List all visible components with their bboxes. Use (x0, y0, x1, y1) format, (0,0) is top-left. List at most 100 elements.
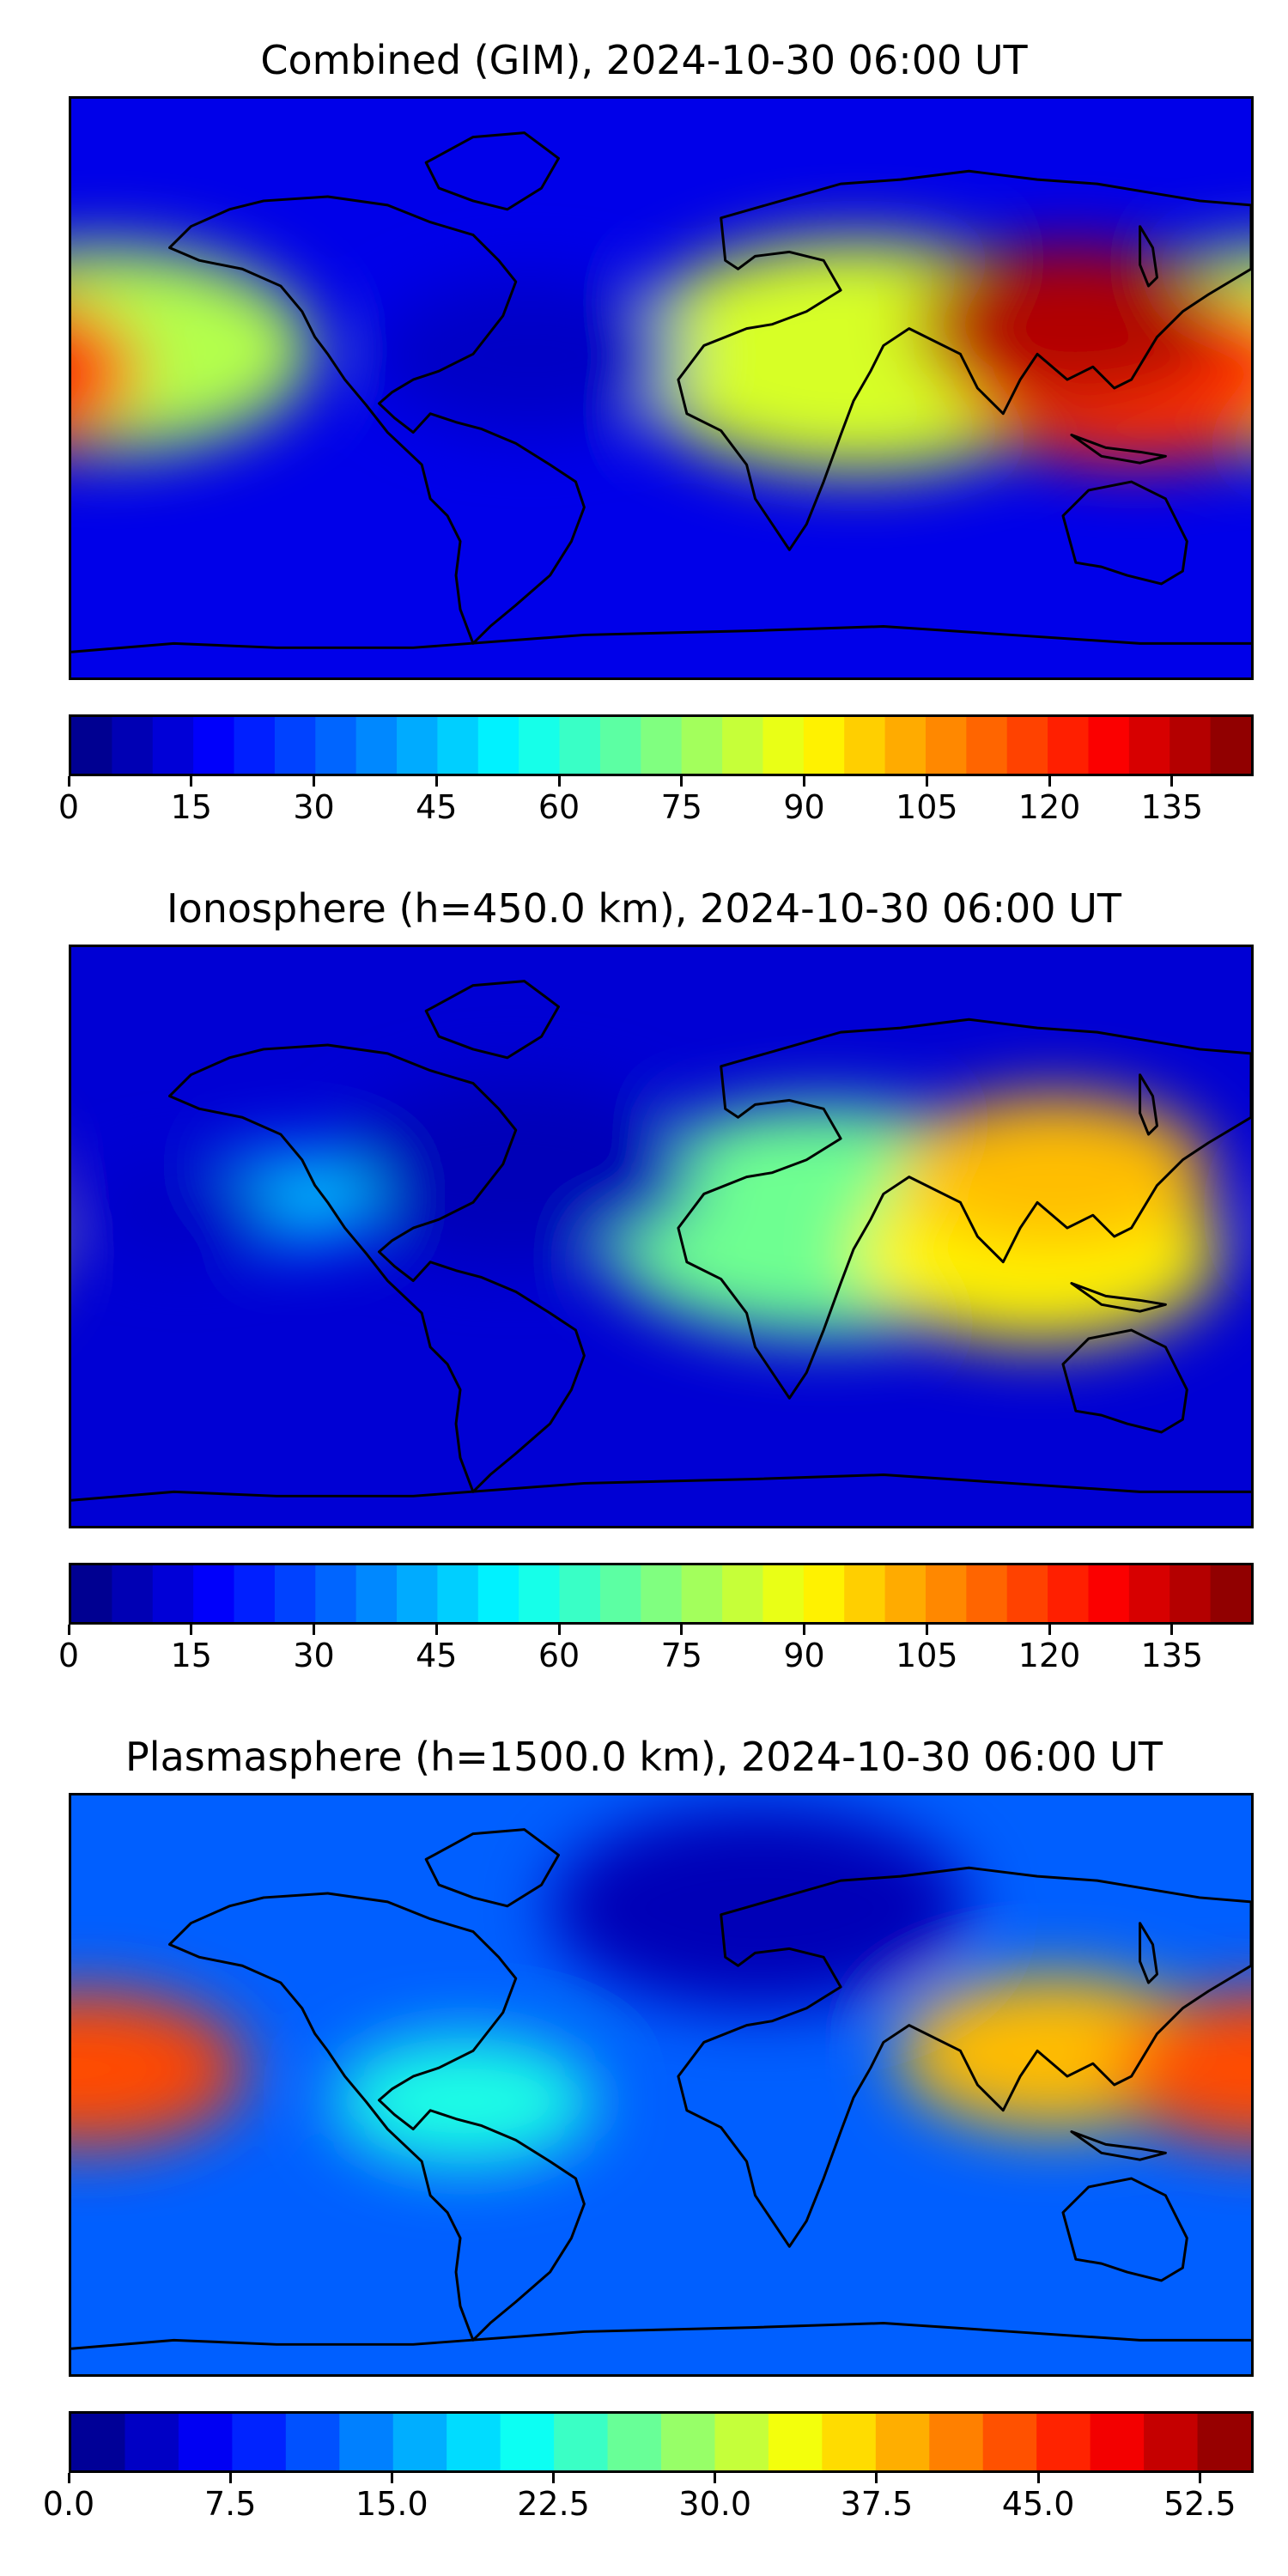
coastlines (71, 131, 1251, 653)
colorbar-step (397, 1565, 439, 1622)
colorbar-step (355, 1565, 398, 1622)
colorbar-step (232, 2414, 287, 2470)
colorbar-tick (925, 776, 928, 787)
colorbar-tick (552, 2473, 556, 2483)
colorbar-step (1197, 2414, 1251, 2470)
colorbar-step (178, 2414, 233, 2470)
colorbar-step (714, 2414, 769, 2470)
chart-title-plasmasphere: Plasmasphere (h=1500.0 km), 2024-10-30 0… (125, 1734, 1163, 1780)
colorbar-tick-label: 0.0 (42, 2485, 95, 2523)
colorbar-step (1048, 717, 1090, 774)
colorbar-step (803, 1565, 845, 1622)
colorbar-step (762, 1565, 805, 1622)
colorbar-step (803, 717, 845, 774)
field-feature (896, 1095, 1212, 1249)
colorbar-tick (190, 1625, 193, 1635)
colorbar-tick (1198, 2473, 1201, 2483)
colorbar-tick (803, 776, 806, 787)
colorbar-step (355, 717, 398, 774)
colorbar-svg-plasmasphere (71, 2414, 1251, 2470)
colorbar-tick (925, 1625, 928, 1635)
colorbar-step (274, 1565, 316, 1622)
colorbar-tick (1170, 1625, 1174, 1635)
colorbar-step (722, 717, 764, 774)
colorbar-tick-label: 135 (1140, 1637, 1204, 1674)
colorbar-step (1088, 717, 1130, 774)
coastlines (71, 980, 1251, 1502)
field-feature (71, 301, 141, 443)
colorbar-step (1088, 1565, 1130, 1622)
colorbar-tick-label: 52.5 (1163, 2485, 1236, 2523)
colorbar-step (339, 2414, 394, 2470)
heatmap-svg-ionosphere (71, 947, 1251, 1526)
colorbar-step (641, 1565, 683, 1622)
colorbar-tick-label: 30 (293, 1637, 335, 1674)
colorbar-step (641, 717, 683, 774)
colorbar-tick (557, 776, 561, 787)
colorbar-step (274, 717, 316, 774)
colorbar-tick (390, 2473, 393, 2483)
colorbar-tick-label: 120 (1018, 1637, 1081, 1674)
colorbar-step (768, 2414, 823, 2470)
colorbar-step (1210, 1565, 1251, 1622)
colorbar-step (315, 1565, 357, 1622)
colorbar-tick-label: 90 (783, 1637, 825, 1674)
colorbar-tick-label: 90 (783, 788, 825, 826)
colorbar-step (1170, 1565, 1212, 1622)
colorbar-step (397, 717, 439, 774)
colorbar-tick (680, 1625, 683, 1635)
colorbar-tick (434, 776, 438, 787)
field-feature (1113, 2004, 1251, 2134)
colorbar-step (392, 2414, 447, 2470)
field-feature (71, 2004, 196, 2134)
chart-title-combined: Combined (GIM), 2024-10-30 06:00 UT (260, 37, 1028, 83)
colorbar-tick (228, 2473, 232, 2483)
colorbar-step (722, 1565, 764, 1622)
colorbar-step (447, 2414, 501, 2470)
colorbar-step (554, 2414, 609, 2470)
colorbar-step (982, 2414, 1037, 2470)
colorbar-step (112, 1565, 154, 1622)
colorbar-tick-label: 45 (416, 788, 458, 826)
colorbar-tick-label: 30 (293, 788, 335, 826)
coastlines (71, 1828, 1251, 2350)
colorbar-step (437, 1565, 479, 1622)
colorbar-step (477, 1565, 519, 1622)
colorbar-step (1128, 1565, 1170, 1622)
colorbar-step (607, 2414, 662, 2470)
colorbar-tick-label: 60 (538, 1637, 580, 1674)
colorbar-combined (69, 714, 1254, 776)
colorbar-step (844, 1565, 886, 1622)
colorbar-step (1048, 1565, 1090, 1622)
colorbar-step (477, 717, 519, 774)
colorbar-tick (680, 776, 683, 787)
colorbar-tick-label: 7.5 (204, 2485, 257, 2523)
colorbar-tick (875, 2473, 878, 2483)
colorbar-step (193, 717, 235, 774)
colorbar-ionosphere (69, 1563, 1254, 1625)
colorbar-step (285, 2414, 340, 2470)
field-feature (330, 1082, 697, 1262)
colorbar-step (71, 717, 112, 774)
colorbar-tick-label: 105 (896, 1637, 958, 1674)
colorbar-step (1006, 717, 1048, 774)
colorbar-step (500, 2414, 555, 2470)
colorbar-step (1006, 1565, 1048, 1622)
colorbar-step (925, 717, 967, 774)
colorbar-step (884, 1565, 927, 1622)
colorbar-step (1036, 2414, 1091, 2470)
colorbar-step (681, 717, 723, 774)
heatmap-svg-combined (71, 99, 1251, 677)
colorbar-step (762, 717, 805, 774)
colorbar-tick-label: 120 (1018, 788, 1081, 826)
colorbar-plasmasphere (69, 2411, 1254, 2473)
colorbar-step (681, 1565, 723, 1622)
colorbar-tick-label: 75 (660, 1637, 702, 1674)
colorbar-tick (803, 1625, 806, 1635)
colorbar-step (884, 717, 927, 774)
colorbar-tick (67, 776, 70, 787)
colorbar-svg-combined (71, 717, 1251, 774)
colorbar-tick-label: 0 (58, 788, 80, 826)
field-feature (91, 1164, 281, 1257)
heatmap-svg-plasmasphere (71, 1795, 1251, 2374)
